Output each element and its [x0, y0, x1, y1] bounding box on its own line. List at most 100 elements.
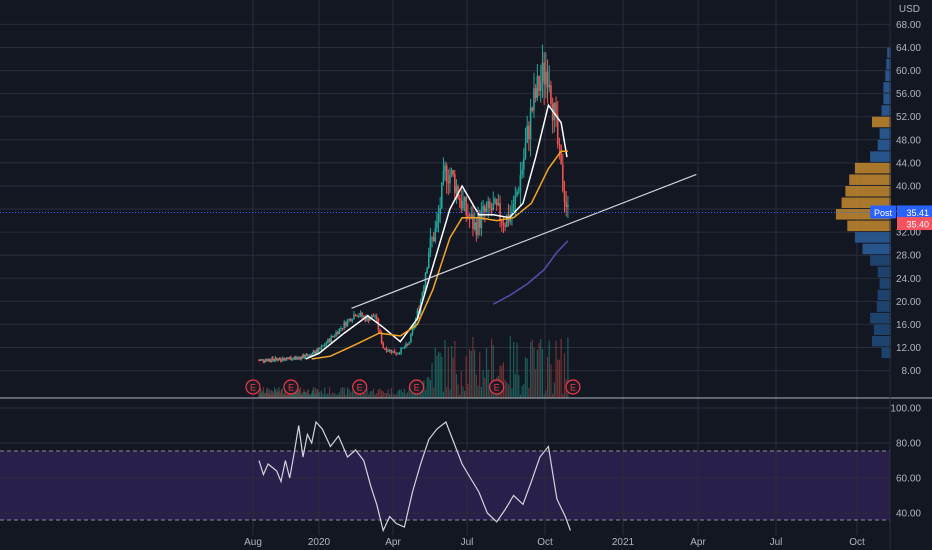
volume-bar [452, 357, 454, 398]
candle-body [390, 349, 393, 353]
candle-body [330, 336, 332, 342]
candle-body [534, 88, 537, 99]
volume-bars [258, 335, 569, 398]
time-axis[interactable]: Aug 2020 Apr Jul Oct 2021 Apr Jul Oct [244, 537, 865, 548]
volume-bar [550, 364, 552, 398]
candle-body [349, 318, 352, 322]
volume-bar [333, 393, 336, 398]
volume-bar [462, 386, 464, 398]
price-badge [897, 205, 932, 219]
volume-bar [369, 391, 371, 398]
volume-bar [297, 390, 299, 398]
post-market-tag-label: Post [874, 208, 893, 218]
oscillator-tick-label: 40.00 [896, 509, 921, 520]
volume-profile-row [883, 93, 891, 105]
candle-body [311, 352, 314, 355]
candle-body [538, 75, 540, 92]
oscillator-axis[interactable]: 100.00 80.00 60.00 40.00 [890, 404, 921, 520]
candle-body [285, 357, 288, 361]
volume-bar [279, 391, 281, 398]
candle-body [271, 357, 273, 362]
candle-body [480, 210, 483, 228]
price-tick-label: 28.00 [896, 251, 921, 262]
volume-bar [434, 347, 436, 398]
candle-body [313, 351, 316, 353]
volume-profile-row [879, 278, 891, 289]
candle-body [314, 351, 316, 355]
volume-bar [361, 392, 363, 398]
candle-body [506, 215, 508, 227]
volume-bar [397, 391, 399, 398]
candle-body [316, 349, 319, 353]
volume-bar [275, 392, 277, 398]
volume-profile-row [854, 232, 891, 243]
volume-bar [489, 384, 491, 398]
candle-body [293, 357, 296, 359]
candle-body [325, 343, 328, 346]
price-tick-label: 64.00 [896, 43, 921, 54]
candle-body [494, 198, 496, 204]
volume-bar [267, 393, 270, 398]
earnings-marker[interactable] [565, 379, 581, 395]
volume-bar [335, 394, 337, 398]
earnings-marker[interactable] [489, 379, 505, 395]
trendline[interactable] [351, 173, 697, 309]
oscillator-line [258, 420, 571, 533]
candle-body [286, 357, 289, 359]
volume-bar [389, 394, 391, 398]
candle-body [316, 349, 318, 354]
volume-bar [290, 394, 292, 398]
earnings-marker-label: E [494, 383, 500, 393]
volume-bar [264, 392, 266, 398]
volume-bar [259, 387, 261, 398]
price-badge-value: 35.41 [906, 208, 929, 218]
candle-body [310, 354, 313, 357]
earnings-marker-label: E [414, 383, 420, 393]
post-market-tag [870, 205, 896, 219]
candle-body [487, 201, 489, 208]
volume-bar [283, 393, 285, 398]
volume-bar [400, 389, 402, 398]
volume-bar [468, 349, 471, 398]
volume-bar [523, 383, 525, 398]
volume-profile-row [881, 347, 891, 359]
volume-bar [546, 356, 549, 398]
price-tick-label: 8.00 [902, 366, 922, 377]
earnings-marker[interactable] [408, 379, 425, 395]
volume-bar [392, 393, 394, 398]
earnings-marker[interactable] [245, 379, 261, 395]
volume-bar [511, 387, 513, 398]
volume-bar [381, 390, 383, 398]
volume-bar [557, 359, 559, 398]
volume-bar [454, 340, 456, 398]
volume-bar [351, 390, 353, 398]
earnings-marker[interactable] [283, 379, 299, 395]
candle-body [284, 358, 286, 360]
volume-profile-row [873, 324, 891, 335]
volume-bar [346, 387, 349, 398]
volume-bar [299, 387, 302, 398]
candle-body [276, 358, 278, 361]
earnings-marker[interactable] [352, 379, 368, 395]
candle-body [272, 359, 275, 361]
volume-bar [338, 392, 340, 398]
candle-body [265, 360, 267, 362]
moving-average-line [492, 240, 569, 305]
candle-body [300, 356, 303, 360]
candle-body [393, 351, 396, 354]
volume-bar [395, 394, 397, 398]
candle-body [405, 344, 407, 348]
volume-bar [536, 349, 538, 398]
price-labels: Post 35.41 35.40 [870, 205, 932, 231]
candle-body [297, 357, 299, 359]
candle-body [259, 359, 262, 361]
candle-body [495, 198, 498, 206]
volume-profile-row [885, 70, 891, 82]
volume-bar [531, 339, 533, 398]
candle-body [268, 359, 271, 361]
volume-bar [289, 392, 291, 398]
volume-bar [311, 389, 314, 398]
price-tick-label: 24.00 [896, 274, 921, 285]
